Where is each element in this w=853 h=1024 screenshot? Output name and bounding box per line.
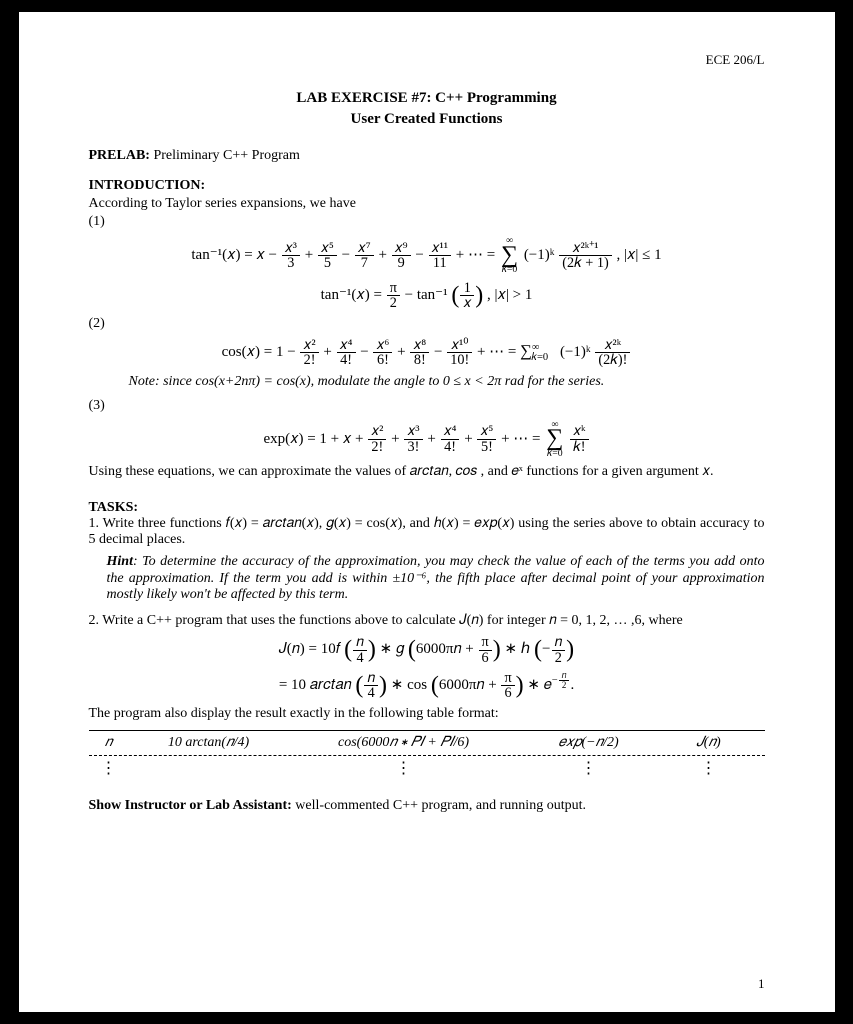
eq-marker-3: (3) — [89, 398, 765, 414]
task-2b: The program also display the result exac… — [89, 706, 765, 722]
intro-closing: Using these equations, we can approximat… — [89, 464, 765, 480]
th-n: 𝑛 — [89, 735, 129, 751]
equation-2: cos(𝑥) = 1 − 𝑥²2! + 𝑥⁴4! − 𝑥⁶6! + 𝑥⁸8! −… — [89, 338, 765, 368]
intro-label: INTRODUCTION: — [89, 178, 765, 194]
footer-text: well-commented C++ program, and running … — [292, 798, 586, 813]
th-cos: cos(6000𝑛 ∗ 𝑃𝐼 + 𝑃𝐼/6) — [289, 735, 519, 751]
output-table-dots: ⋮ ⋮ ⋮ ⋮ — [89, 756, 765, 780]
task-2a: 2. Write a C++ program that uses the fun… — [89, 613, 765, 629]
footer-label: Show Instructor or Lab Assistant: — [89, 798, 292, 813]
course-code: ECE 206/L — [89, 52, 765, 68]
th-arctan: 10 arctan(𝑛/4) — [129, 735, 289, 751]
equation-jn-2: = 10 𝑎𝑟𝑐𝑡𝑎𝑛 (𝑛4) ∗ cos (6000π𝑛 + π6) ∗ 𝑒… — [89, 671, 765, 701]
th-jn: 𝐽(𝑛) — [659, 735, 759, 751]
output-table-header: 𝑛 10 arctan(𝑛/4) cos(6000𝑛 ∗ 𝑃𝐼 + 𝑃𝐼/6) … — [89, 730, 765, 756]
title-line-1: LAB EXERCISE #7: C++ Programming — [89, 88, 765, 109]
page-number: 1 — [758, 976, 765, 992]
task-1-hint: Hint: To determine the accuracy of the a… — [107, 554, 765, 603]
title-line-2: User Created Functions — [89, 109, 765, 130]
lab-title: LAB EXERCISE #7: C++ Programming User Cr… — [89, 88, 765, 130]
equation-jn-1: 𝐽(𝑛) = 10𝑓 (𝑛4) ∗ 𝑔 (6000π𝑛 + π6) ∗ ℎ (−… — [89, 635, 765, 665]
document-page: ECE 206/L LAB EXERCISE #7: C++ Programmi… — [19, 12, 835, 1012]
note-eq2: Note: since cos(x+2nπ) = cos(x), modulat… — [129, 374, 765, 390]
eq-marker-2: (2) — [89, 316, 765, 332]
prelab-text: Preliminary C++ Program — [150, 148, 300, 163]
tasks-label: TASKS: — [89, 500, 765, 516]
equation-1a: tan⁻¹(𝑥) = 𝑥 − 𝑥³3 + 𝑥⁵5 − 𝑥⁷7 + 𝑥⁹9 − 𝑥… — [89, 236, 765, 275]
intro-text: According to Taylor series expansions, w… — [89, 196, 765, 212]
equation-3: exp(𝑥) = 1 + 𝑥 + 𝑥²2! + 𝑥³3! + 𝑥⁴4! + 𝑥⁵… — [89, 420, 765, 459]
footer-instruction: Show Instructor or Lab Assistant: well-c… — [89, 798, 765, 814]
prelab-label: PRELAB: — [89, 148, 150, 163]
task-1: 1. Write three functions 𝑓(𝑥) = 𝑎𝑟𝑐𝑡𝑎𝑛(𝑥… — [89, 516, 765, 548]
eq-marker-1: (1) — [89, 214, 765, 230]
prelab-line: PRELAB: Preliminary C++ Program — [89, 148, 765, 164]
equation-1b: tan⁻¹(𝑥) = π2 − tan⁻¹ (1𝑥) , |𝑥| > 1 — [89, 281, 765, 311]
th-exp: 𝑒𝑥𝑝(−𝑛/2) — [519, 735, 659, 751]
